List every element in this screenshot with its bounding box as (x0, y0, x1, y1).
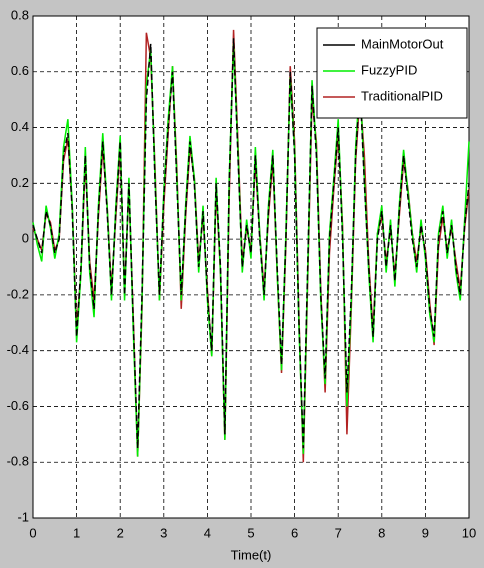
x-tick-label: 6 (291, 525, 298, 540)
y-tick-label: 0.4 (11, 119, 29, 134)
x-tick-label: 9 (422, 525, 429, 540)
legend-label: MainMotorOut (361, 36, 444, 51)
legend-box (316, 27, 468, 119)
x-tick-label: 0 (29, 525, 36, 540)
y-tick-label: 0.6 (11, 63, 29, 78)
y-tick-label: -0.8 (7, 454, 29, 469)
x-tick-label: 7 (335, 525, 342, 540)
legend-label: FuzzyPID (361, 62, 417, 77)
x-tick-label: 1 (73, 525, 80, 540)
y-tick-label: -1 (17, 509, 29, 524)
y-tick-label: -0.6 (7, 398, 29, 413)
y-tick-label: -0.2 (7, 286, 29, 301)
line (32, 38, 470, 449)
x-tick-label: 8 (378, 525, 385, 540)
x-tick-label: 10 (462, 525, 476, 540)
x-tick-label: 2 (117, 525, 124, 540)
y-tick-label: 0 (22, 231, 29, 246)
y-tick-label: 0.2 (11, 175, 29, 190)
y-tick-label: -0.4 (7, 342, 29, 357)
legend-label: TraditionalPID (361, 88, 443, 103)
x-tick-label: 3 (160, 525, 167, 540)
x-tick-label: 5 (247, 525, 254, 540)
y-tick-label: 0.8 (11, 7, 29, 22)
x-tick-label: 4 (204, 525, 211, 540)
x-axis-label: Time(t) (231, 547, 272, 562)
